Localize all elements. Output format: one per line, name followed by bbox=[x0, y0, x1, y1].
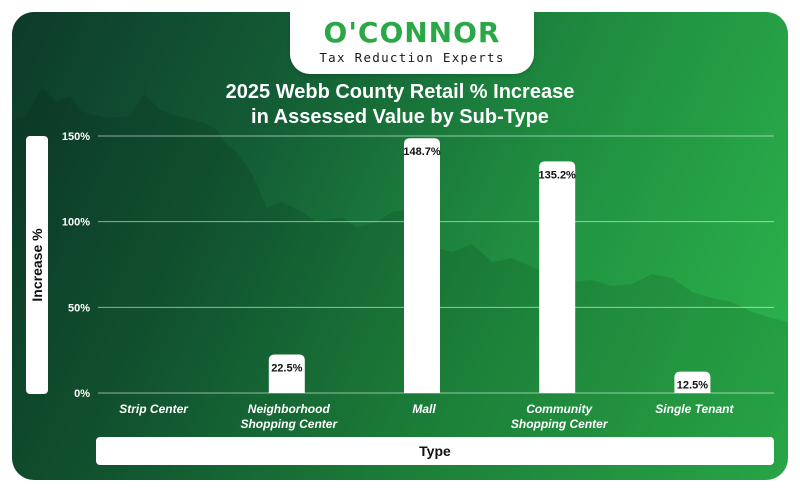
x-tick-label: Single Tenant bbox=[655, 402, 734, 416]
y-tick-label: 0% bbox=[74, 388, 90, 400]
logo-tab: O'CONNOR Tax Reduction Experts bbox=[290, 12, 534, 74]
bar-value-label: 148.7% bbox=[403, 146, 441, 158]
x-axis-label-box bbox=[96, 437, 774, 465]
y-tick-label: 150% bbox=[62, 131, 90, 143]
x-tick-label: Strip Center bbox=[119, 402, 189, 416]
bar bbox=[539, 161, 576, 393]
chart-title-line-2: in Assessed Value by Sub-Type bbox=[251, 106, 549, 128]
y-axis-label-box bbox=[26, 136, 48, 394]
x-tick-label: Community bbox=[526, 402, 593, 416]
bar bbox=[674, 371, 711, 393]
x-axis-label: Type bbox=[419, 443, 451, 459]
brand-tagline: Tax Reduction Experts bbox=[319, 50, 505, 65]
x-tick-label: Mall bbox=[412, 402, 436, 416]
x-tick-label: Neighborhood bbox=[248, 402, 331, 416]
bar bbox=[268, 354, 305, 393]
brand-logo: O'CONNOR bbox=[323, 16, 501, 49]
x-tick-label: Shopping Center bbox=[240, 417, 338, 431]
x-tick-label: Shopping Center bbox=[511, 417, 609, 431]
chart-title-line-1: 2025 Webb County Retail % Increase bbox=[225, 81, 575, 103]
bar-value-label: 12.5% bbox=[677, 380, 708, 392]
y-tick-label: 50% bbox=[68, 302, 90, 314]
bar-value-label: 22.5% bbox=[271, 362, 302, 374]
y-tick-label: 100% bbox=[62, 217, 90, 229]
bar-value-label: 135.2% bbox=[539, 169, 577, 181]
chart-title: 2025 Webb County Retail % Increase in As… bbox=[150, 80, 650, 130]
bar bbox=[404, 138, 440, 393]
background-silhouette bbox=[12, 88, 788, 480]
chart-card: O'CONNOR Tax Reduction Experts bbox=[12, 12, 788, 480]
